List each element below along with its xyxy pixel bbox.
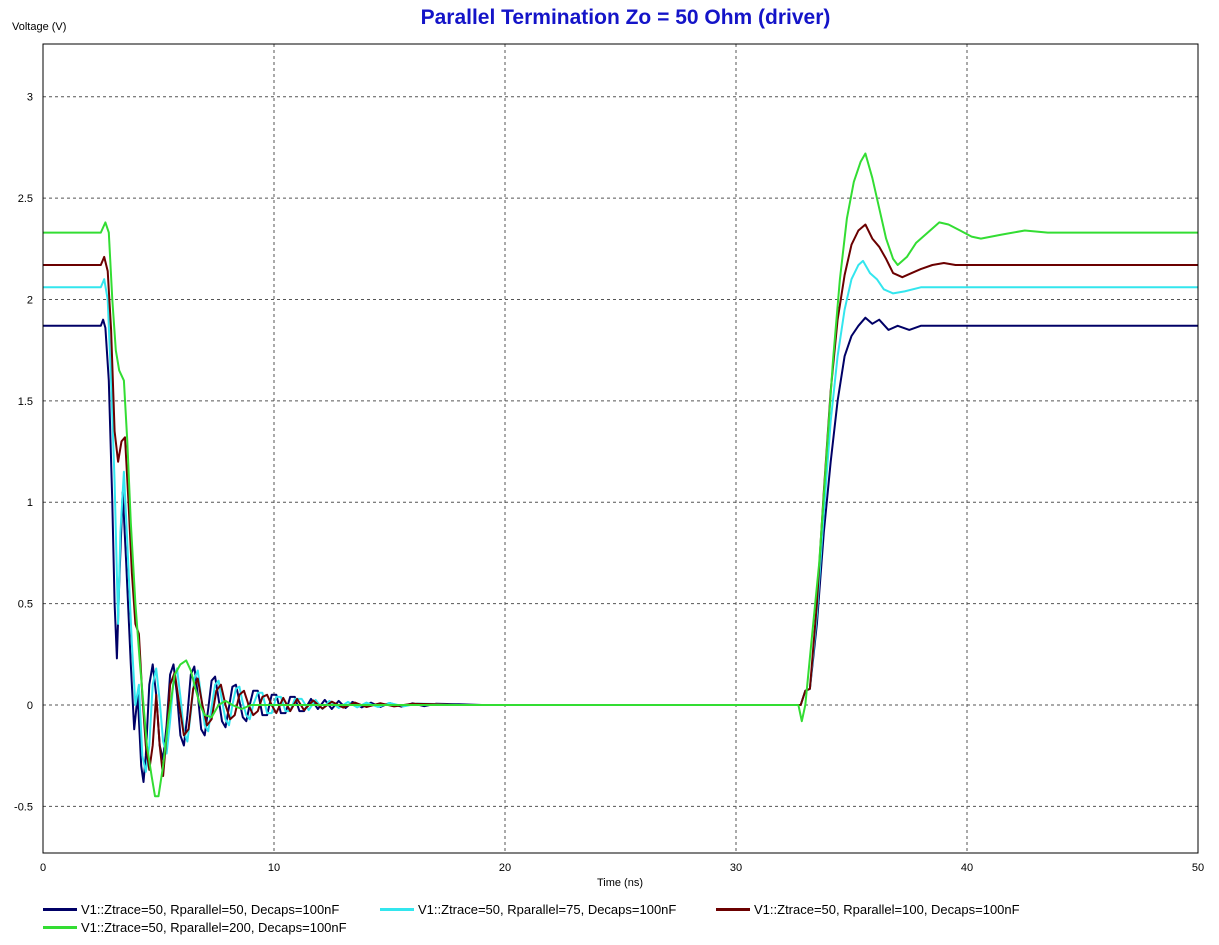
legend-label: V1::Ztrace=50, Rparallel=50, Decaps=100n… (81, 902, 340, 917)
x-tick-label: 50 (1192, 862, 1204, 874)
y-tick-label: 2.5 (18, 193, 33, 205)
chart-title: Parallel Termination Zo = 50 Ohm (driver… (420, 6, 831, 29)
x-tick-label: 0 (40, 862, 46, 874)
series-layer (43, 152, 1198, 798)
y-tick-label: 1.5 (18, 396, 33, 408)
x-tick-label: 10 (268, 862, 280, 874)
legend-swatch (43, 926, 77, 929)
x-axis-label: Time (ns) (596, 877, 644, 889)
legend-label: V1::Ztrace=50, Rparallel=200, Decaps=100… (81, 920, 347, 935)
y-tick-label: 1 (27, 497, 33, 509)
legend-item: V1::Ztrace=50, Rparallel=100, Decaps=100… (716, 902, 1020, 917)
legend-item: V1::Ztrace=50, Rparallel=75, Decaps=100n… (380, 902, 676, 917)
legend-item: V1::Ztrace=50, Rparallel=50, Decaps=100n… (43, 902, 339, 917)
series-line-1 (43, 316, 1198, 783)
series-line-3 (43, 223, 1198, 777)
y-tick-label: 3 (27, 92, 33, 104)
grid-layer (43, 44, 1198, 853)
series-line-4 (43, 152, 1198, 798)
y-tick-label: 0.5 (18, 599, 33, 611)
legend-swatch (716, 908, 750, 911)
y-tick-label: 2 (27, 294, 33, 306)
legend-swatch (43, 908, 77, 911)
plot-frame (42, 43, 1199, 854)
x-tick-label: 30 (730, 862, 742, 874)
series-line-2 (43, 259, 1198, 773)
y-axis-label: Voltage (V) (12, 21, 67, 33)
y-tick-label: -0.5 (14, 801, 33, 813)
legend-swatch (380, 908, 414, 911)
legend-label: V1::Ztrace=50, Rparallel=100, Decaps=100… (754, 902, 1020, 917)
legend-label: V1::Ztrace=50, Rparallel=75, Decaps=100n… (418, 902, 677, 917)
tick-layer: 0 10 20 30 40 50 -0.5 0 0.5 1 1.5 2 2.5 3 (14, 92, 1204, 874)
legend-item: V1::Ztrace=50, Rparallel=200, Decaps=100… (43, 920, 347, 935)
x-tick-label: 40 (961, 862, 973, 874)
y-tick-label: 0 (27, 700, 33, 712)
x-tick-label: 20 (499, 862, 511, 874)
